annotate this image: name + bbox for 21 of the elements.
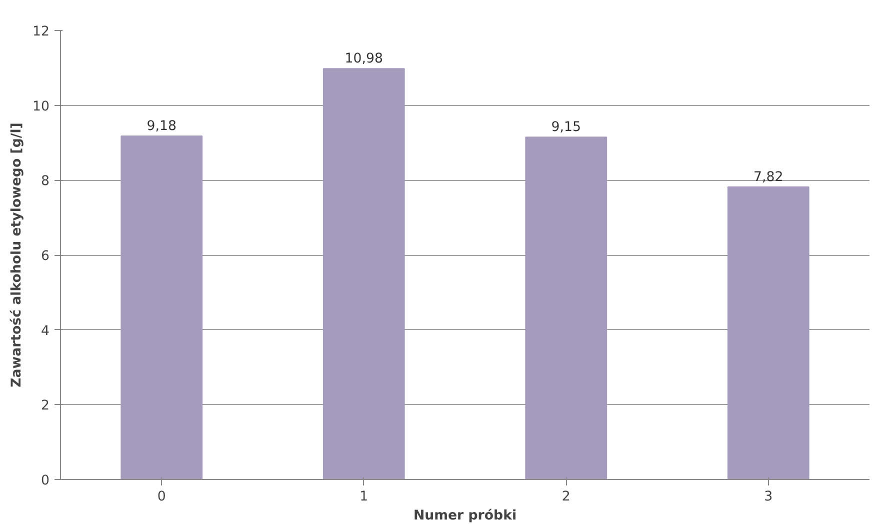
data-label: 9,15 (551, 120, 581, 136)
y-tick-label: 8 (41, 174, 50, 190)
bar (525, 136, 608, 480)
bar (727, 186, 810, 480)
data-label: 9,18 (146, 119, 176, 134)
y-tick-label: 2 (41, 398, 50, 414)
x-axis-title: Numer próbki (413, 508, 517, 524)
x-tick-label: 3 (764, 490, 773, 504)
y-tick-label: 12 (32, 24, 50, 40)
data-label: 10,98 (344, 52, 383, 67)
x-tick-label: 0 (157, 490, 166, 504)
x-tick-label: 2 (562, 490, 570, 504)
y-tick-label: 4 (41, 324, 50, 339)
x-tick-label: 1 (360, 490, 368, 504)
y-tick-label: 10 (32, 99, 50, 114)
y-tick-label: 6 (41, 249, 50, 264)
bar (322, 68, 405, 480)
data-label: 7,82 (754, 170, 784, 185)
y-axis-title: Zawartość alkoholu etylowego [g/l] (10, 122, 25, 388)
y-tick-label: 0 (41, 474, 50, 488)
bar (120, 136, 203, 480)
